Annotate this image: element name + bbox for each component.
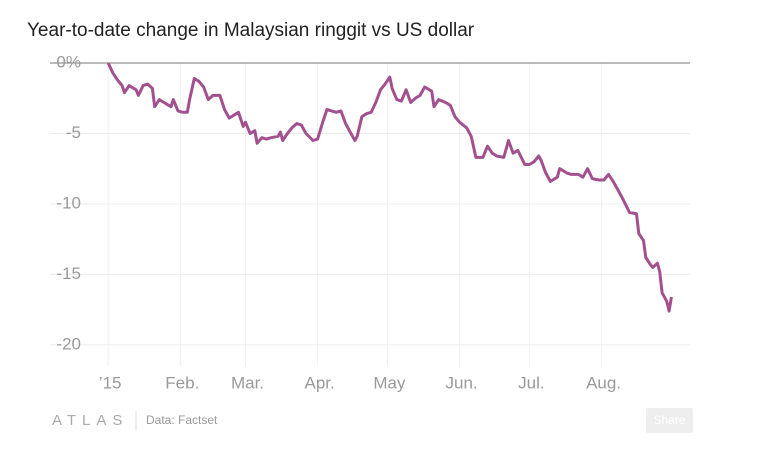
x-tick-label: Jul. xyxy=(518,373,544,392)
share-button[interactable] xyxy=(646,408,693,433)
x-tick-label: May xyxy=(373,373,406,392)
y-tick-label: -5 xyxy=(66,123,81,142)
share-label[interactable]: Share xyxy=(653,413,685,427)
x-tick-label: Aug. xyxy=(586,373,621,392)
chart-title: Year-to-date change in Malaysian ringgit… xyxy=(27,20,475,41)
x-tick-label: Mar. xyxy=(231,373,264,392)
brand: ATLAS xyxy=(52,412,128,429)
x-tick-label: ’15 xyxy=(99,373,122,392)
y-tick-label: -20 xyxy=(56,334,81,353)
x-tick-label: Apr. xyxy=(305,373,335,392)
line xyxy=(106,62,673,313)
x-tick-label: Jun. xyxy=(446,373,478,392)
y-tick-label: 0% xyxy=(56,52,81,71)
x-tick-label: Feb. xyxy=(165,373,199,392)
y-tick-label: -10 xyxy=(56,193,81,212)
y-tick-label: -15 xyxy=(56,264,81,283)
source: Data: Factset xyxy=(146,413,218,427)
